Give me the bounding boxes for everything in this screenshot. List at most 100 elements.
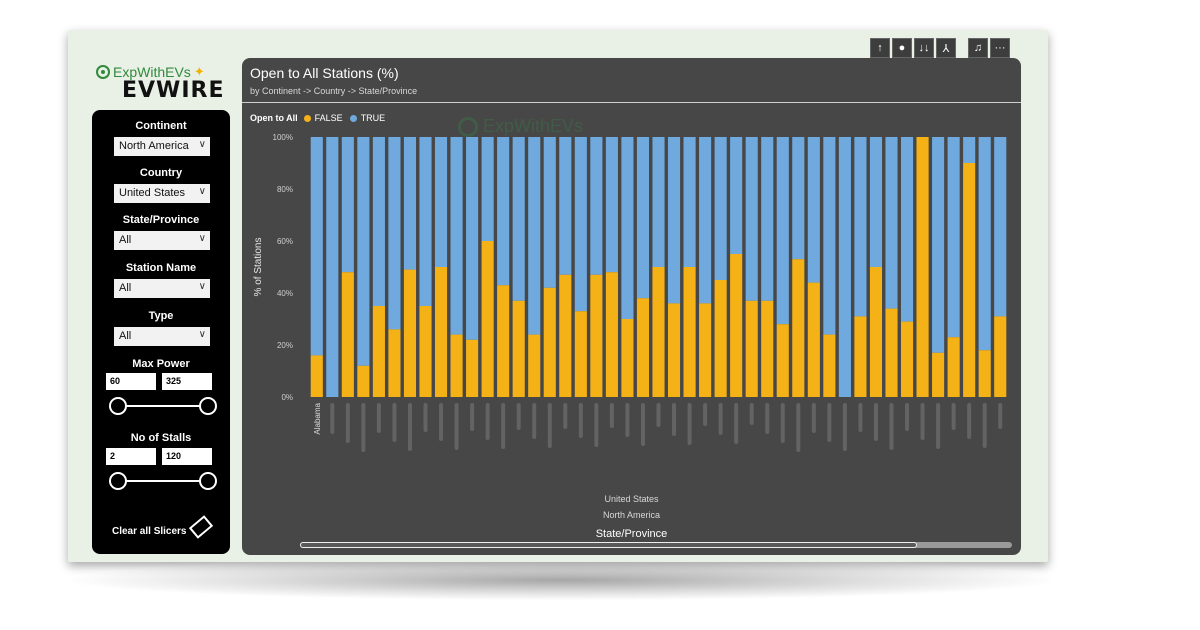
bell-icon[interactable]: ♫ xyxy=(968,38,988,58)
bar-true[interactable] xyxy=(512,137,525,301)
bar-false[interactable] xyxy=(341,272,354,397)
bar-false[interactable] xyxy=(466,339,479,397)
bar-false[interactable] xyxy=(636,298,650,397)
bar-true[interactable] xyxy=(730,137,743,254)
bar-true[interactable] xyxy=(326,137,339,397)
bar-true[interactable] xyxy=(761,137,774,301)
bar-false[interactable] xyxy=(419,306,432,397)
max-power-min-handle[interactable] xyxy=(109,397,127,415)
bar-false[interactable] xyxy=(792,259,805,397)
bar-true[interactable] xyxy=(714,137,727,280)
bar-false[interactable] xyxy=(543,287,556,397)
bar-true[interactable] xyxy=(466,137,479,340)
bar-true[interactable] xyxy=(497,137,510,286)
stalls-max-handle[interactable] xyxy=(199,472,217,490)
bar-false[interactable] xyxy=(745,300,758,397)
bar-true[interactable] xyxy=(357,137,370,366)
bar-true[interactable] xyxy=(963,137,976,163)
bar-true[interactable] xyxy=(807,137,820,283)
bar-true[interactable] xyxy=(419,137,432,306)
bar-true[interactable] xyxy=(869,137,883,267)
country-dropdown[interactable]: United States ∨ xyxy=(114,184,210,203)
bar-true[interactable] xyxy=(403,137,417,270)
bar-true[interactable] xyxy=(605,137,618,273)
bar-false[interactable] xyxy=(869,267,883,397)
bar-false[interactable] xyxy=(776,324,789,397)
bar-false[interactable] xyxy=(512,300,525,397)
bar-true[interactable] xyxy=(932,137,945,353)
bar-true[interactable] xyxy=(372,137,385,306)
max-power-min-input[interactable]: 60 xyxy=(106,373,156,390)
bar-false[interactable] xyxy=(372,306,385,397)
legend-true-label[interactable]: TRUE xyxy=(360,113,386,123)
max-power-max-input[interactable]: 325 xyxy=(162,373,212,390)
bar-true[interactable] xyxy=(434,137,448,267)
bar-false[interactable] xyxy=(621,319,634,397)
bar-true[interactable] xyxy=(450,137,463,335)
bar-true[interactable] xyxy=(699,137,712,304)
bar-true[interactable] xyxy=(481,137,494,241)
bar-true[interactable] xyxy=(854,137,867,317)
bar-true[interactable] xyxy=(885,137,898,309)
bar-true[interactable] xyxy=(590,137,603,275)
bar-false[interactable] xyxy=(978,350,991,397)
bar-false[interactable] xyxy=(885,308,898,397)
bar-false[interactable] xyxy=(403,269,417,397)
bar-false[interactable] xyxy=(854,316,867,397)
bar-false[interactable] xyxy=(932,352,945,397)
arrow-up-icon[interactable]: ↑ xyxy=(870,38,890,58)
bar-true[interactable] xyxy=(776,137,789,325)
bar-false[interactable] xyxy=(605,272,618,397)
bar-false[interactable] xyxy=(714,280,727,397)
bar-false[interactable] xyxy=(497,285,510,397)
bar-true[interactable] xyxy=(621,137,634,319)
bar-true[interactable] xyxy=(528,137,541,335)
bar-false[interactable] xyxy=(652,267,665,397)
stalls-min-input[interactable]: 2 xyxy=(106,448,156,465)
bar-false[interactable] xyxy=(357,365,370,397)
bar-false[interactable] xyxy=(667,303,681,397)
legend-false-label[interactable]: FALSE xyxy=(314,113,343,123)
bar-false[interactable] xyxy=(807,282,820,397)
continent-dropdown[interactable]: North America ∨ xyxy=(114,137,210,156)
bar-false[interactable] xyxy=(310,355,323,397)
bar-false[interactable] xyxy=(481,241,494,397)
bar-true[interactable] xyxy=(636,137,650,299)
bar-true[interactable] xyxy=(823,137,836,335)
bar-false[interactable] xyxy=(994,316,1007,397)
bar-true[interactable] xyxy=(978,137,991,351)
bar-true[interactable] xyxy=(652,137,665,267)
bar-false[interactable] xyxy=(528,334,541,397)
station-dropdown[interactable]: All ∨ xyxy=(114,279,210,298)
bar-true[interactable] xyxy=(745,137,758,301)
bar-false[interactable] xyxy=(434,267,448,397)
bar-false[interactable] xyxy=(761,300,774,397)
bar-false[interactable] xyxy=(683,267,696,397)
expand-all-icon[interactable]: ↓↓ xyxy=(914,38,934,58)
bar-true[interactable] xyxy=(559,137,572,275)
stalls-min-handle[interactable] xyxy=(109,472,127,490)
eraser-icon[interactable] xyxy=(188,515,214,539)
bar-true[interactable] xyxy=(667,137,681,304)
bar-false[interactable] xyxy=(730,254,743,397)
bar-true[interactable] xyxy=(543,137,556,288)
bar-false[interactable] xyxy=(963,163,976,397)
bar-false[interactable] xyxy=(916,137,929,397)
bar-false[interactable] xyxy=(823,334,836,397)
bar-false[interactable] xyxy=(388,329,401,397)
bar-false[interactable] xyxy=(699,303,712,397)
bar-false[interactable] xyxy=(590,274,603,397)
bar-true[interactable] xyxy=(574,137,587,312)
bar-true[interactable] xyxy=(994,137,1007,317)
hierarchy-icon[interactable]: ⅄ xyxy=(936,38,956,58)
type-dropdown[interactable]: All ∨ xyxy=(114,327,210,346)
scrollbar-thumb[interactable] xyxy=(300,542,917,548)
bar-true[interactable] xyxy=(310,137,323,356)
bar-false[interactable] xyxy=(559,274,572,397)
drill-down-icon[interactable]: ● xyxy=(892,38,912,58)
stalls-max-input[interactable]: 120 xyxy=(162,448,212,465)
bar-true[interactable] xyxy=(792,137,805,260)
max-power-max-handle[interactable] xyxy=(199,397,217,415)
bar-true[interactable] xyxy=(838,137,851,397)
bar-true[interactable] xyxy=(388,137,401,330)
